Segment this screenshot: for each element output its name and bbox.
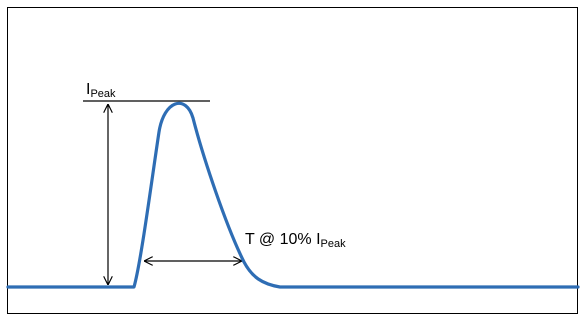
- pulse-waveform: [6, 101, 580, 289]
- pulse-width-label: T @ 10% IPeak: [245, 231, 346, 250]
- pulse-width-label-subscript: Peak: [321, 238, 347, 250]
- pulse-width-label-prefix: T @ 10% I: [245, 231, 321, 248]
- peak-label-subscript: Peak: [90, 88, 116, 100]
- peak-label: IPeak: [86, 81, 116, 100]
- peak-label-symbol: I: [86, 81, 90, 98]
- diagram-border: [7, 7, 578, 314]
